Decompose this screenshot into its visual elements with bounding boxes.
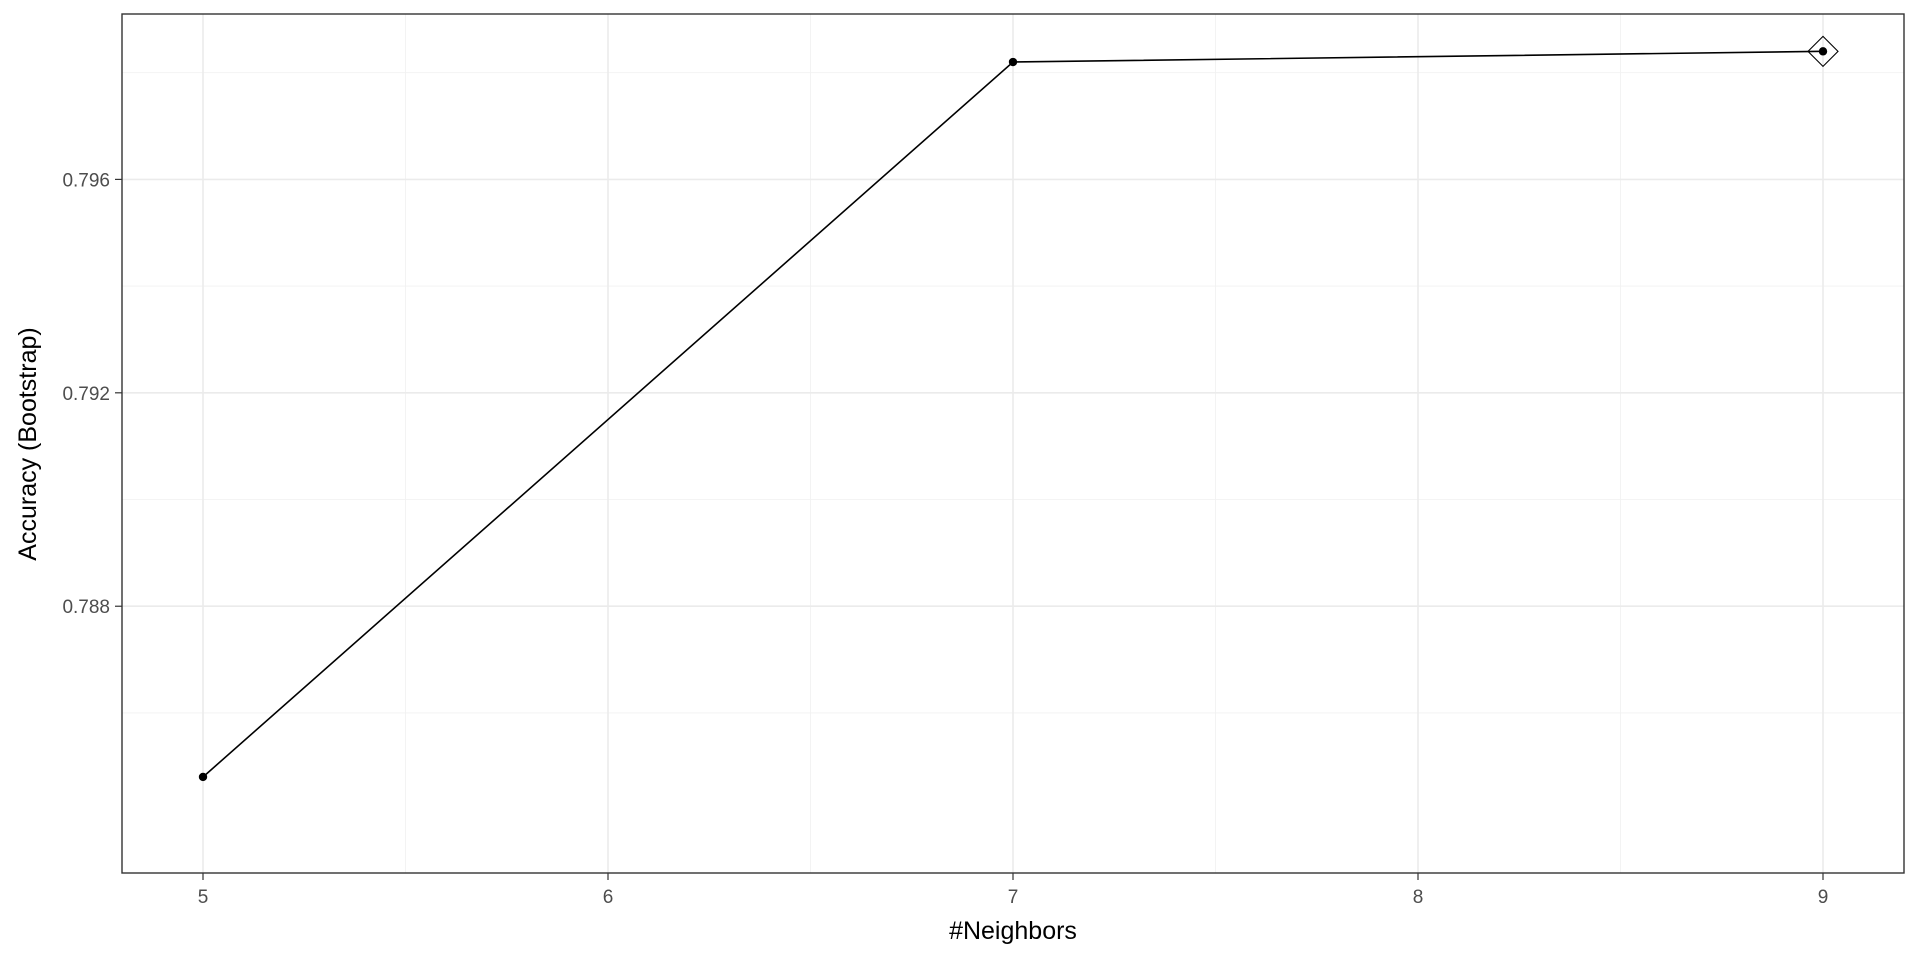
data-point [198,772,208,782]
x-tick-label: 9 [1818,887,1829,908]
y-tick-label: 0.792 [62,384,110,405]
x-axis: 5 6 7 8 9 [198,873,1829,908]
major-gridlines [122,14,1904,873]
x-tick-label: 7 [1008,887,1019,908]
x-tick-label: 6 [603,887,614,908]
data-point [1008,57,1018,67]
data-point [1818,47,1828,56]
x-tick-label: 5 [198,887,209,908]
x-tick-label: 8 [1413,887,1424,908]
y-axis-title: Accuracy (Bootstrap) [14,327,42,560]
y-tick-label: 0.796 [62,170,110,191]
y-axis: 0.788 0.792 0.796 [62,170,122,618]
best-value-diamond-marker [1807,35,1839,68]
x-axis-title: #Neighbors [949,917,1077,945]
y-tick-label: 0.788 [62,597,110,618]
series-layer [198,35,1839,782]
